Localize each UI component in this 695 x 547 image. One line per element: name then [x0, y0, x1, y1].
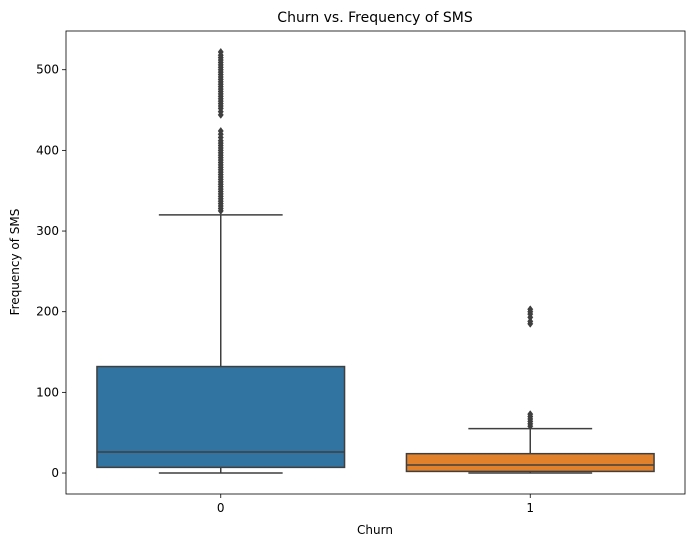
- outlier-point: [527, 305, 534, 314]
- y-tick-label: 200: [36, 305, 59, 319]
- outlier-point: [217, 127, 224, 136]
- y-tick-label: 300: [36, 224, 59, 238]
- plot-frame: [65, 30, 686, 495]
- y-tick-label: 0: [51, 466, 59, 480]
- box-1: [405, 452, 655, 473]
- outlier-point: [527, 317, 534, 326]
- boxes-layer: [96, 47, 655, 474]
- y-tick-label: 100: [36, 385, 59, 399]
- y-tick-label: 400: [36, 143, 59, 157]
- y-axis-label: Frequency of SMS: [8, 209, 22, 316]
- outlier-point: [527, 410, 534, 419]
- y-axis: 0 100 200 300 400 500: [36, 63, 66, 480]
- box-0: [96, 365, 346, 469]
- x-axis-label: Churn: [357, 523, 393, 537]
- outlier-point: [217, 47, 224, 56]
- box-group-0: [96, 47, 346, 474]
- x-tick-label: 1: [526, 501, 534, 515]
- box-group-1: [405, 305, 655, 474]
- y-tick-label: 500: [36, 63, 59, 77]
- chart-title: Churn vs. Frequency of SMS: [277, 10, 473, 26]
- x-tick-label: 0: [217, 501, 225, 515]
